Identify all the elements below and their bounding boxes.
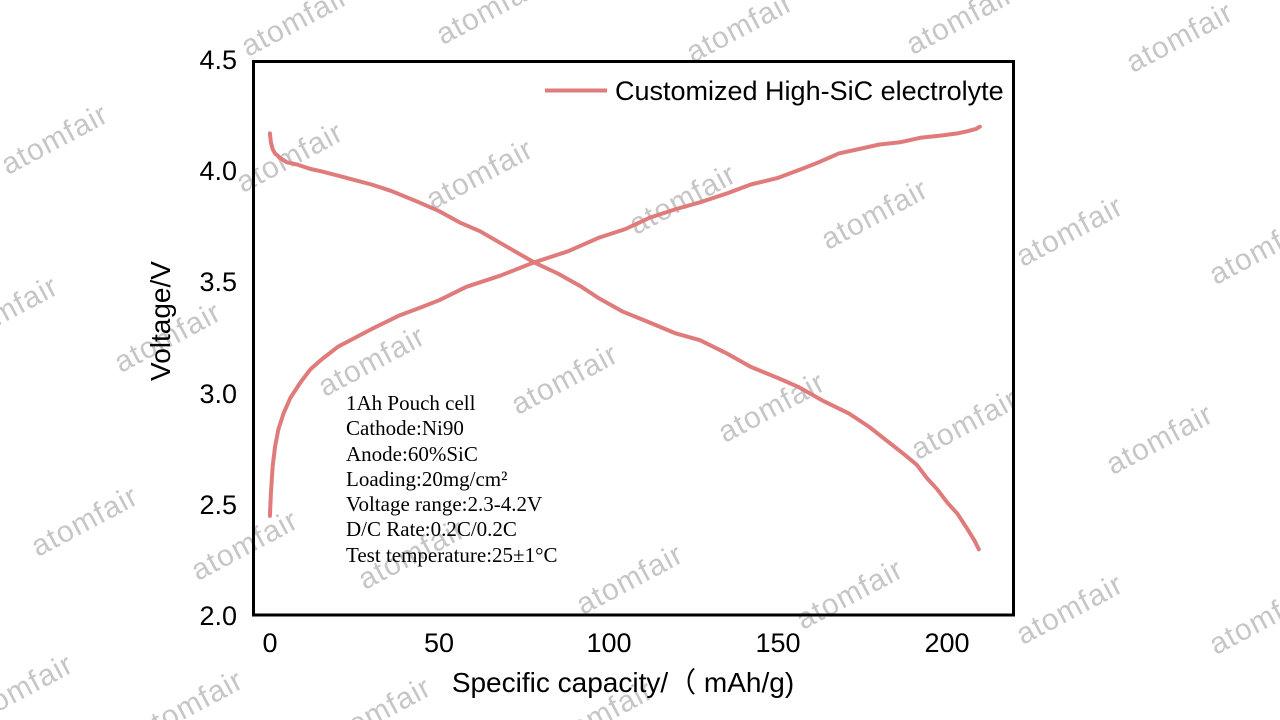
y-tick-4.0: 4.0 [199,156,237,186]
annotation-line: Test temperature:25±1°C [346,542,558,567]
y-tick-2.0: 2.0 [199,601,237,631]
x-tick-100: 100 [586,628,632,658]
y-tick-2.5: 2.5 [199,490,237,520]
annotation-line: Voltage range:2.3-4.2V [346,492,543,517]
legend-label: Customized High-SiC electrolyte [615,76,1004,106]
plot-frame [252,60,1015,617]
discharge-curve [267,131,981,552]
annotation-line: D/C Rate:0.2C/0.2C [346,517,517,542]
annotation-line: Cathode:Ni90 [346,416,464,441]
y-tick-4.5: 4.5 [199,45,237,75]
cell-spec-annotation: 1Ah Pouch cell Cathode:Ni90 Anode:60%SiC… [346,391,557,568]
x-axis-title: Specific capacity/（ mAh/g) [451,667,795,698]
annotation-line: Anode:60%SiC [346,441,478,466]
annotation-line: 1Ah Pouch cell [346,391,476,415]
x-tick-0: 0 [262,628,278,658]
x-tick-150: 150 [755,628,801,658]
annotation-line: Loading:20mg/cm² [346,466,508,491]
x-tick-200: 200 [924,628,970,658]
y-tick-3.5: 3.5 [199,267,237,297]
charge-curve [267,124,982,518]
x-tick-50: 50 [423,628,455,658]
y-tick-3.0: 3.0 [199,379,237,409]
y-axis-title: Voltage/V [145,261,176,381]
